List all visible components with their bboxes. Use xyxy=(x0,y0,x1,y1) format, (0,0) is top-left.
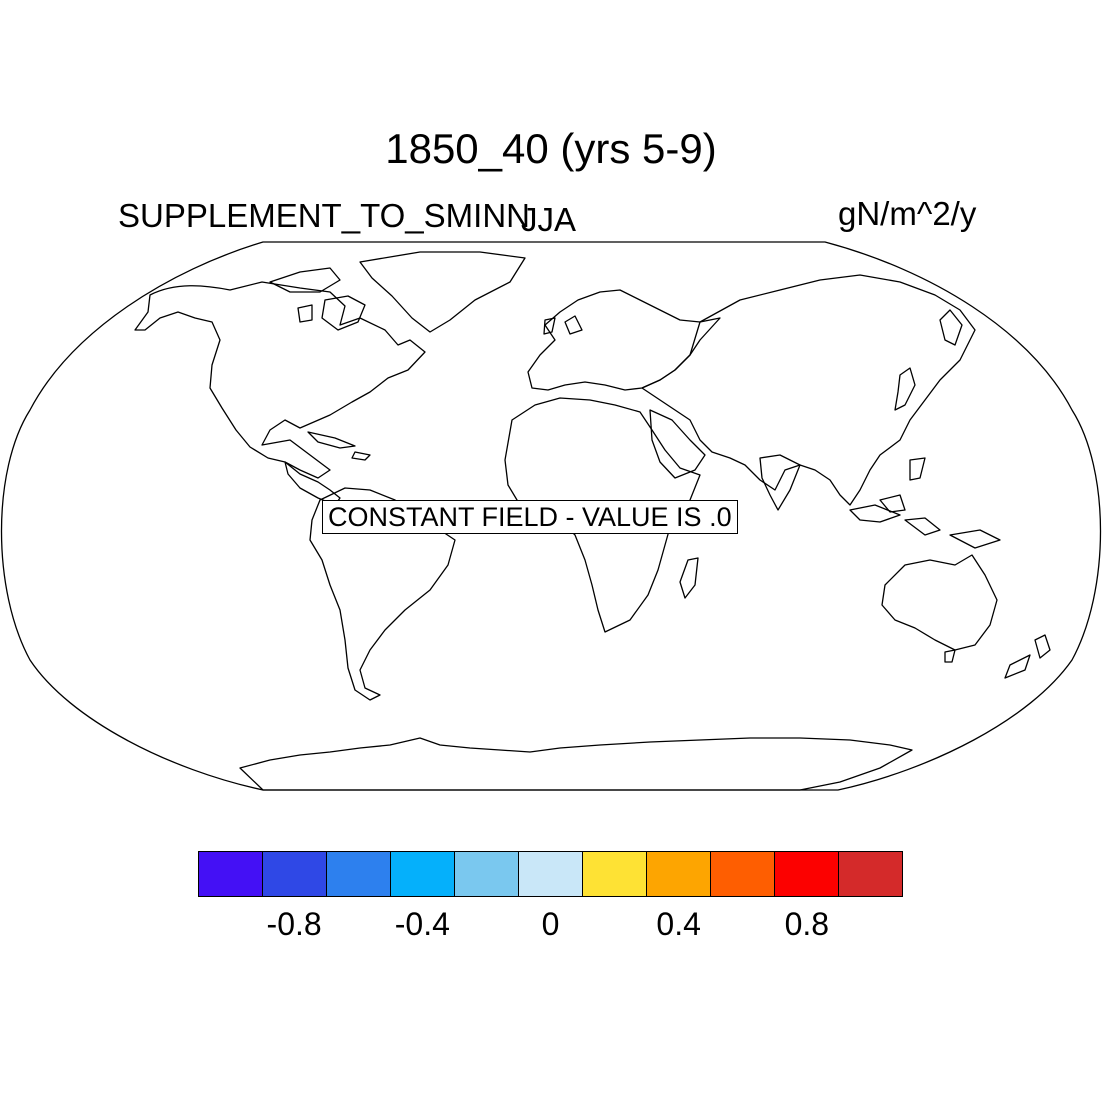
colorbar-swatch xyxy=(839,852,902,896)
antarctica-coastline xyxy=(239,737,913,791)
colorbar-swatch xyxy=(455,852,519,896)
new-zealand-coastline xyxy=(1034,634,1051,659)
colorbar-swatch xyxy=(199,852,263,896)
asia-coastline xyxy=(641,274,976,506)
indonesia-coastline xyxy=(849,504,901,523)
japan-coastline xyxy=(894,367,916,411)
constant-field-message: CONSTANT FIELD - VALUE IS .0 xyxy=(322,500,738,534)
greenland-coastline xyxy=(359,251,526,333)
colorbar-swatch xyxy=(711,852,775,896)
colorbar-swatch xyxy=(327,852,391,896)
colorbar-swatch xyxy=(263,852,327,896)
india-coastline xyxy=(759,454,801,511)
colorbar-tick-label: -0.4 xyxy=(394,906,450,942)
season-label: JJA xyxy=(521,201,577,238)
plot-title: 1850_40 (yrs 5-9) xyxy=(385,125,717,172)
madagascar-coastline xyxy=(679,557,699,599)
units-label: gN/m^2/y xyxy=(838,195,977,232)
variable-label: SUPPLEMENT_TO_SMINN xyxy=(118,197,530,234)
colorbar xyxy=(198,851,903,897)
australia-coastline xyxy=(881,554,998,651)
colorbar-swatch xyxy=(391,852,455,896)
arctic-islands-coastline xyxy=(269,267,341,293)
colorbar-swatch xyxy=(647,852,711,896)
central-america-coastline xyxy=(284,461,341,506)
colorbar-tick-label: 0 xyxy=(541,906,560,942)
europe-coastline xyxy=(527,289,721,391)
colorbar-swatch xyxy=(519,852,583,896)
arabia-coastline xyxy=(649,409,706,479)
colorbar-swatch xyxy=(775,852,839,896)
north-america-coastline xyxy=(134,281,426,479)
colorbar-tick-label: -0.8 xyxy=(266,906,322,942)
colorbar-tick-label: 0.4 xyxy=(656,906,701,942)
colorbar-tick-label: 0.8 xyxy=(784,906,830,942)
colorbar-swatch xyxy=(583,852,647,896)
map-border xyxy=(0,241,1102,791)
